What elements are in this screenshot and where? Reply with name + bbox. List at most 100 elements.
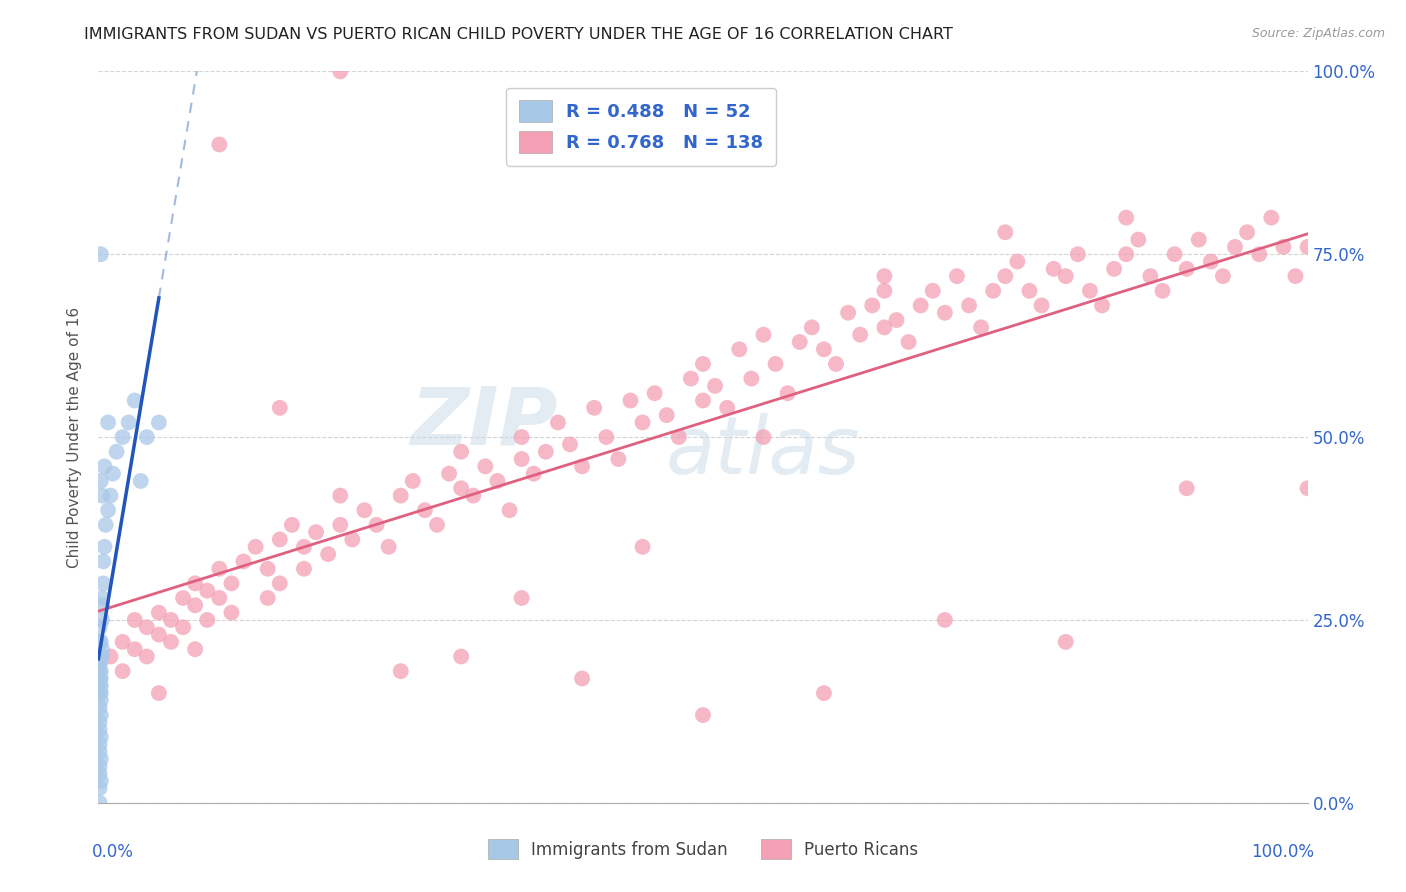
Point bbox=[100, 649, 122, 664]
Point bbox=[934, 613, 956, 627]
Point bbox=[91, 576, 114, 591]
Point bbox=[1152, 284, 1174, 298]
Point bbox=[1078, 284, 1101, 298]
Point bbox=[1272, 240, 1295, 254]
Point bbox=[437, 467, 460, 481]
Point bbox=[89, 796, 111, 810]
Point bbox=[91, 649, 114, 664]
Point bbox=[813, 343, 835, 357]
Point bbox=[873, 320, 896, 334]
Text: ZIP: ZIP bbox=[411, 384, 558, 461]
Point bbox=[571, 459, 593, 474]
Point bbox=[1296, 481, 1319, 495]
Point bbox=[89, 649, 111, 664]
Point bbox=[450, 444, 472, 458]
Point bbox=[389, 664, 412, 678]
Point bbox=[1115, 247, 1137, 261]
Point bbox=[90, 635, 112, 649]
Point bbox=[90, 474, 112, 488]
Point bbox=[90, 752, 112, 766]
Point bbox=[1102, 261, 1125, 276]
Point bbox=[148, 686, 170, 700]
Point bbox=[89, 664, 111, 678]
Point bbox=[619, 393, 641, 408]
Point bbox=[752, 327, 775, 342]
Point bbox=[450, 649, 472, 664]
Point bbox=[89, 620, 111, 634]
Point bbox=[1054, 635, 1077, 649]
Point bbox=[91, 554, 114, 568]
Point bbox=[91, 489, 114, 503]
Point bbox=[90, 247, 112, 261]
Point bbox=[1031, 298, 1053, 312]
Point bbox=[571, 672, 593, 686]
Point bbox=[105, 444, 128, 458]
Point bbox=[89, 686, 111, 700]
Point bbox=[800, 320, 823, 334]
Point bbox=[160, 635, 183, 649]
Point bbox=[1212, 269, 1234, 284]
Point bbox=[946, 269, 969, 284]
Point bbox=[90, 664, 112, 678]
Point bbox=[1175, 261, 1198, 276]
Point bbox=[281, 517, 304, 532]
Point bbox=[1007, 254, 1029, 268]
Point bbox=[111, 635, 134, 649]
Point bbox=[547, 416, 569, 430]
Point bbox=[111, 430, 134, 444]
Point bbox=[970, 320, 993, 334]
Point bbox=[89, 781, 111, 796]
Point bbox=[90, 730, 112, 744]
Point bbox=[208, 562, 231, 576]
Text: IMMIGRANTS FROM SUDAN VS PUERTO RICAN CHILD POVERTY UNDER THE AGE OF 16 CORRELAT: IMMIGRANTS FROM SUDAN VS PUERTO RICAN CH… bbox=[84, 27, 953, 42]
Point bbox=[148, 606, 170, 620]
Point bbox=[94, 517, 117, 532]
Point bbox=[172, 591, 194, 605]
Point bbox=[1139, 269, 1161, 284]
Point bbox=[692, 393, 714, 408]
Point bbox=[655, 408, 678, 422]
Point bbox=[1067, 247, 1090, 261]
Point bbox=[195, 583, 218, 598]
Point bbox=[91, 599, 114, 613]
Point bbox=[89, 745, 111, 759]
Point bbox=[269, 533, 291, 547]
Point bbox=[135, 620, 157, 634]
Point bbox=[329, 489, 352, 503]
Point bbox=[789, 334, 811, 349]
Point bbox=[245, 540, 267, 554]
Text: 100.0%: 100.0% bbox=[1250, 843, 1313, 861]
Point bbox=[776, 386, 799, 401]
Point bbox=[1091, 298, 1114, 312]
Point bbox=[90, 693, 112, 707]
Point bbox=[558, 437, 581, 451]
Point bbox=[1199, 254, 1222, 268]
Point bbox=[269, 401, 291, 415]
Point bbox=[1115, 211, 1137, 225]
Point bbox=[704, 379, 727, 393]
Point bbox=[426, 517, 449, 532]
Point bbox=[91, 591, 114, 605]
Point bbox=[305, 525, 328, 540]
Point bbox=[97, 416, 120, 430]
Point bbox=[135, 430, 157, 444]
Point bbox=[89, 657, 111, 671]
Point bbox=[97, 503, 120, 517]
Point bbox=[486, 474, 509, 488]
Point bbox=[91, 642, 114, 657]
Point bbox=[474, 459, 496, 474]
Point bbox=[89, 635, 111, 649]
Point bbox=[644, 386, 666, 401]
Point bbox=[981, 284, 1004, 298]
Point bbox=[523, 467, 546, 481]
Point bbox=[837, 306, 859, 320]
Point bbox=[583, 401, 606, 415]
Point bbox=[292, 562, 315, 576]
Point bbox=[1223, 240, 1246, 254]
Point bbox=[450, 481, 472, 495]
Point bbox=[463, 489, 485, 503]
Point bbox=[221, 576, 243, 591]
Point bbox=[607, 452, 630, 467]
Point bbox=[1249, 247, 1271, 261]
Point bbox=[716, 401, 738, 415]
